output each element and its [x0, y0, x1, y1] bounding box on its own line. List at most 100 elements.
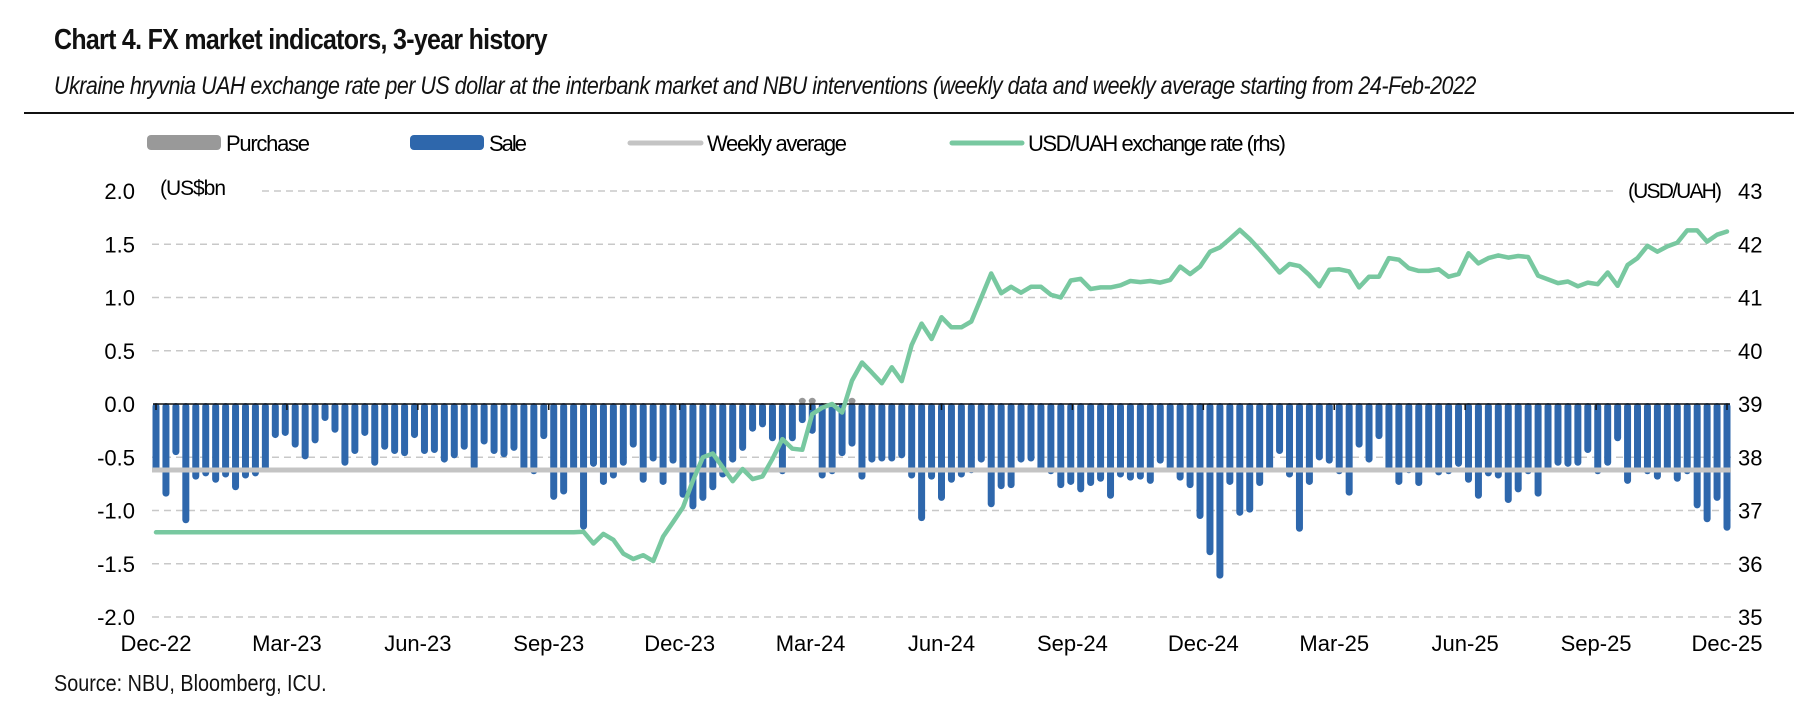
- y-tick-label-right: 39: [1738, 392, 1762, 417]
- sale-bar: [1435, 403, 1443, 476]
- sale-bar: [997, 403, 1005, 490]
- sale-bar: [878, 403, 886, 462]
- sale-bar: [679, 403, 687, 498]
- y-tick-label-left: -0.5: [97, 445, 135, 470]
- sale-bar: [1534, 403, 1542, 497]
- sale-bar: [928, 403, 936, 480]
- sale-bar: [261, 403, 269, 472]
- x-tick-label: Sep-23: [513, 631, 584, 656]
- sale-bar: [1445, 403, 1453, 475]
- sale-bar: [739, 403, 747, 451]
- sale-bar: [1087, 403, 1095, 487]
- bars: [152, 397, 1731, 579]
- x-tick-label: Dec-23: [644, 631, 715, 656]
- y-tick-label-right: 40: [1738, 339, 1762, 364]
- sale-bar: [1295, 403, 1303, 532]
- sale-bar: [192, 403, 200, 480]
- sale-bar: [1425, 403, 1433, 472]
- x-axis: Dec-22 Mar-23 Jun-23 Sep-23 Dec-23 Mar-24 Jun-…: [121, 631, 1763, 656]
- y-tick-label-right: 41: [1738, 286, 1762, 311]
- y-tick-label-right: 42: [1738, 232, 1762, 257]
- sale-bar: [1156, 403, 1164, 464]
- sale-bar: [719, 403, 727, 478]
- sale-bar: [401, 403, 409, 457]
- sale-bar: [1663, 403, 1671, 472]
- y-axis-left-unit: (US$bn: [160, 177, 226, 200]
- x-tick-label: Mar-25: [1299, 631, 1369, 656]
- sale-bar: [629, 403, 637, 448]
- sale-bar: [918, 403, 926, 522]
- sale-bar: [1126, 403, 1134, 481]
- sale-bar: [540, 403, 548, 440]
- sale-bar: [749, 403, 757, 432]
- legend: Purchase Sale Weekly average USD/UAH exc…: [147, 131, 1286, 156]
- sale-bar: [1206, 403, 1214, 556]
- y-tick-label-right: 35: [1738, 605, 1762, 630]
- sale-bar: [1047, 403, 1055, 475]
- sale-bar: [1305, 403, 1313, 485]
- x-tick-label: Jun-23: [384, 631, 451, 656]
- sale-bar: [420, 403, 428, 455]
- sale-bar: [1713, 403, 1721, 501]
- source-note: Source: NBU, Bloomberg, ICU.: [54, 670, 327, 696]
- legend-purchase-swatch: [147, 135, 221, 150]
- sale-bar: [1186, 403, 1194, 489]
- y-tick-label-left: 1.5: [104, 232, 135, 257]
- sale-bar: [1007, 403, 1015, 489]
- sale-bar: [798, 403, 806, 424]
- y-tick-label-left: 2.0: [104, 179, 135, 204]
- exchange-rate-line: [153, 227, 1730, 564]
- sale-bar: [1067, 403, 1075, 485]
- sale-bar: [1624, 403, 1632, 484]
- sale-bar: [1315, 403, 1323, 461]
- sale-bar: [768, 403, 776, 442]
- x-tick-label: Sep-24: [1037, 631, 1108, 656]
- sale-bar: [1385, 403, 1393, 472]
- sale-bar: [1464, 403, 1472, 483]
- sale-bar: [251, 403, 259, 477]
- sale-bar: [341, 403, 349, 466]
- legend-purchase-label: Purchase: [226, 131, 310, 156]
- sale-bar: [351, 403, 359, 455]
- sale-bar: [1673, 403, 1681, 482]
- sale-bar: [729, 403, 737, 463]
- sale-bar: [1604, 403, 1612, 466]
- sale-bar: [1494, 403, 1502, 479]
- sale-bar: [619, 403, 627, 466]
- sale-bar: [1057, 403, 1065, 489]
- sale-bar: [1276, 403, 1284, 455]
- sale-bar: [361, 403, 369, 436]
- sale-bar: [1037, 403, 1045, 472]
- sale-bar: [759, 403, 767, 428]
- sale-bar: [1236, 403, 1244, 516]
- y-tick-label-left: -2.0: [97, 605, 135, 630]
- sale-bar: [659, 403, 667, 485]
- sale-bar: [967, 403, 975, 474]
- sale-bar: [709, 403, 717, 491]
- sale-bar: [241, 403, 249, 479]
- sale-bar: [1554, 403, 1562, 466]
- x-tick-label: Mar-23: [252, 631, 322, 656]
- sale-bar: [1017, 403, 1025, 463]
- y-axis-right: 43 42 41 40 39 38 37 36 35: [1738, 179, 1762, 630]
- sale-bar: [1365, 403, 1373, 463]
- sale-bar: [321, 403, 329, 422]
- sale-bar: [440, 403, 448, 463]
- sale-bar: [1584, 403, 1592, 453]
- sale-bar: [1216, 403, 1224, 579]
- sale-bar: [331, 403, 339, 433]
- legend-sale-label: Sale: [489, 131, 527, 156]
- sale-bar: [1286, 403, 1294, 478]
- sale-bar: [1107, 403, 1115, 499]
- y-axis-left: 2.0 1.5 1.0 0.5 0.0 -0.5 -1.0 -1.5 -2.0: [97, 179, 135, 630]
- sale-bar: [649, 403, 657, 462]
- sale-bar: [1524, 403, 1532, 475]
- sale-bar: [1455, 403, 1463, 467]
- sale-bar: [1614, 403, 1622, 442]
- sale-bar: [530, 403, 538, 475]
- sale-bar: [828, 403, 836, 475]
- sale-bar: [371, 403, 379, 466]
- sale-bar: [1375, 403, 1383, 440]
- y-tick-label-left: 1.0: [104, 286, 135, 311]
- sale-bar: [450, 403, 458, 459]
